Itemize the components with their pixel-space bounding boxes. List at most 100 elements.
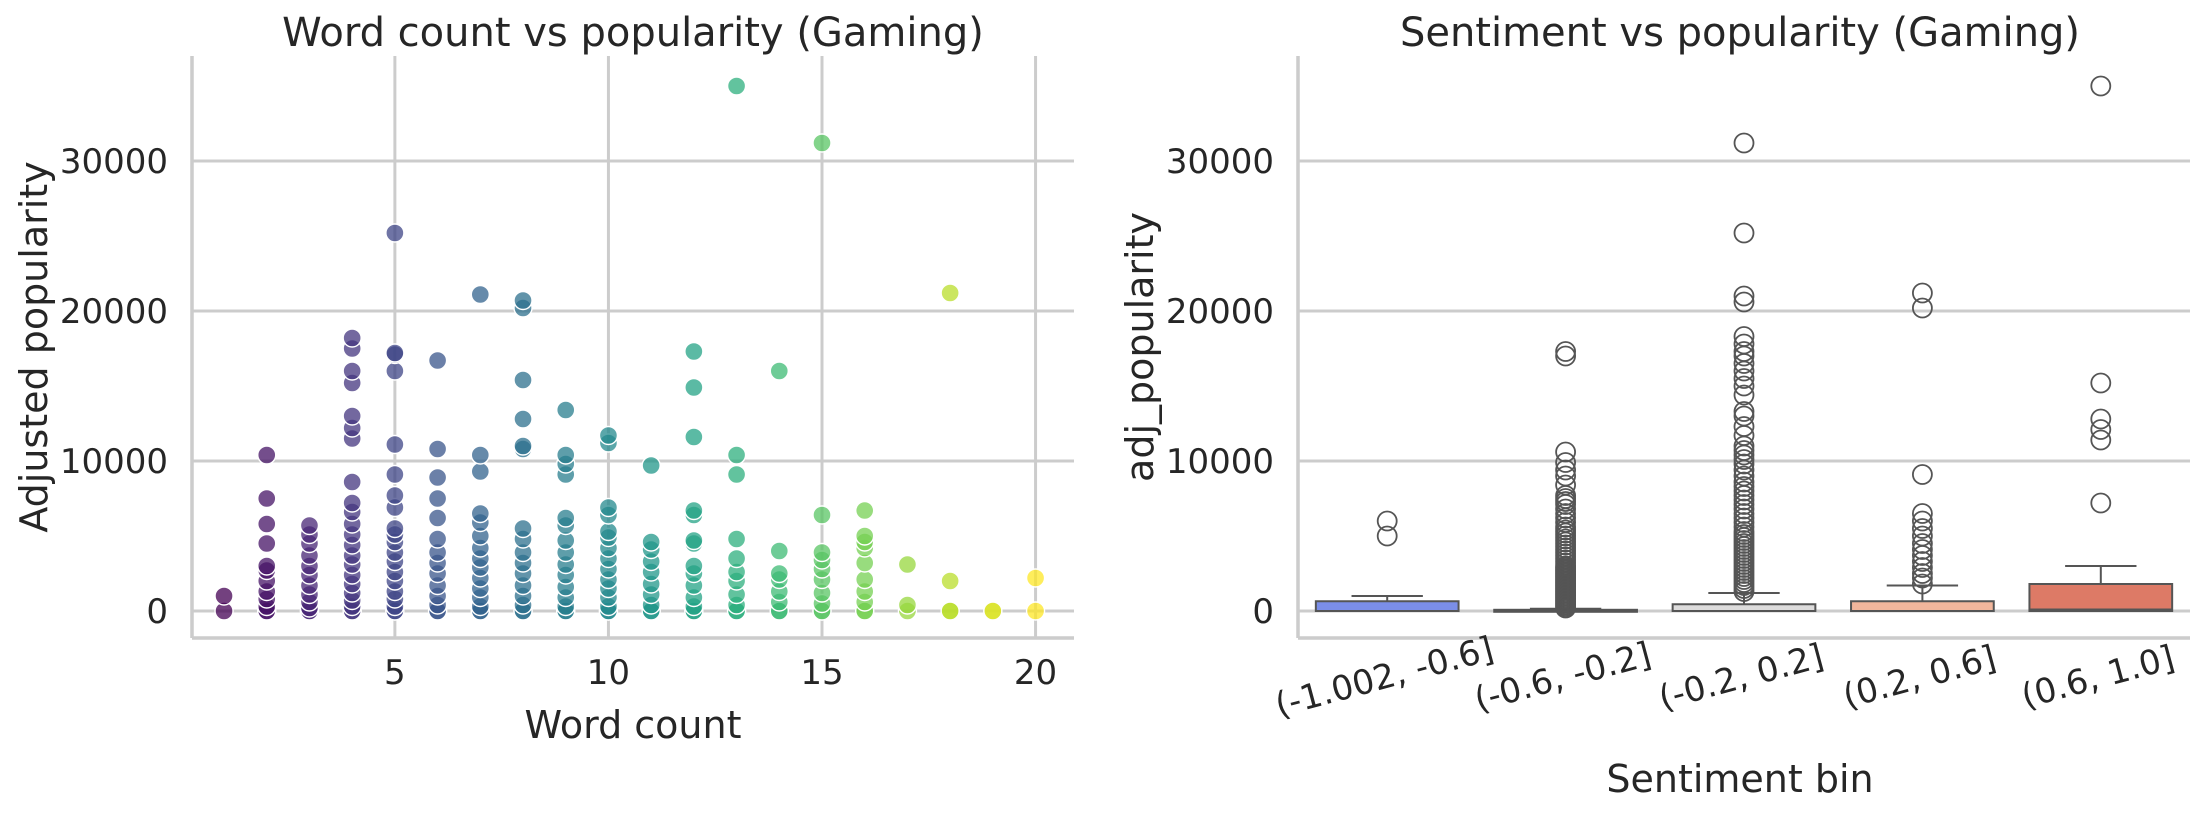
scatter-point (257, 533, 277, 554)
scatter-x-tick-label: 10 (587, 653, 630, 693)
box-outlier (1912, 573, 1933, 595)
box-outlier (1376, 510, 1398, 532)
box-outlier (1912, 510, 1933, 532)
boxplot-x-tick-label: (-0.6, -0.2] (1470, 635, 1655, 720)
scatter-point (385, 518, 405, 539)
scatter-x-tick-label: 15 (800, 653, 843, 693)
scatter-point (641, 455, 661, 476)
box-outlier (1555, 474, 1576, 496)
box-outlier (1733, 521, 1755, 542)
box-outlier (2090, 419, 2112, 440)
scatter-point (726, 76, 747, 96)
scatter-point (1025, 568, 1046, 588)
box-outlier (1912, 503, 1933, 524)
scatter-point (427, 467, 448, 488)
boxplot-y-label: adj_popularity (1118, 212, 1162, 482)
box-outlier (1733, 498, 1755, 520)
scatter-point (342, 328, 362, 348)
scatter-point (257, 445, 277, 465)
box-outlier (1912, 551, 1933, 572)
boxplot-panel: 0 10000 20000 30000 (-1.002, -0.6](-0.6, -0… (1118, 10, 2190, 801)
scatter-point (897, 554, 918, 575)
scatter-y-ticks: 0 10000 20000 30000 (60, 142, 168, 632)
scatter-point (684, 427, 704, 447)
box-outlier (1733, 516, 1755, 538)
scatter-point (513, 290, 533, 311)
box-outlier (1733, 480, 1755, 502)
box-outlier (1733, 384, 1755, 406)
boxplot-x-tick-label: (-0.2, 0.2] (1655, 636, 1828, 718)
box-outlier (1733, 401, 1755, 422)
box-outlier (2090, 492, 2112, 514)
box-outlier (1912, 297, 1933, 319)
box-group (2028, 75, 2174, 612)
scatter-point (385, 434, 405, 455)
scatter-point (726, 529, 747, 549)
scatter-point (641, 532, 661, 552)
box-group (1850, 282, 1995, 612)
boxplot-y-tick-label: 30000 (1166, 142, 1274, 182)
scatter-point (684, 556, 704, 576)
box-outlier (1733, 507, 1755, 529)
scatter-point (470, 445, 491, 465)
scatter-x-tick-label: 5 (384, 653, 406, 693)
scatter-point (513, 370, 533, 390)
scatter-point (769, 541, 789, 561)
scatter-point (427, 508, 448, 528)
scatter-point (769, 563, 789, 584)
box-body (1850, 600, 1995, 612)
box-outlier (1733, 512, 1755, 533)
box-outlier (1733, 489, 1755, 511)
boxplot-y-ticks: 0 10000 20000 30000 (1166, 142, 1274, 632)
boxplot-title: Sentiment vs popularity (Gaming) (1400, 10, 2080, 56)
box-outlier (1733, 222, 1755, 244)
scatter-title: Word count vs popularity (Gaming) (282, 10, 984, 56)
box-outlier (1555, 441, 1576, 463)
box-body (1671, 603, 1817, 612)
scatter-point (342, 493, 362, 513)
box-outlier (1912, 557, 1933, 578)
boxplot-boxes (1314, 75, 2174, 619)
scatter-point (726, 464, 747, 485)
box-outlier (1555, 341, 1576, 362)
scatter-point (812, 542, 832, 563)
scatter-point (812, 133, 832, 153)
scatter-point (726, 445, 747, 465)
box-outlier (1733, 341, 1755, 362)
scatter-point (342, 472, 362, 492)
box-outlier (1555, 498, 1576, 520)
box-outlier (1912, 533, 1933, 554)
scatter-y-tick-label: 0 (146, 592, 168, 632)
scatter-point (684, 530, 704, 551)
box-outlier (1733, 375, 1755, 397)
box-outlier (1733, 326, 1755, 347)
scatter-point (257, 488, 277, 509)
box-outlier (1912, 563, 1933, 584)
scatter-point (513, 518, 533, 539)
box-outlier (1733, 471, 1755, 493)
scatter-y-tick-label: 20000 (60, 292, 168, 332)
scatter-point (940, 571, 960, 591)
scatter-point (427, 350, 448, 371)
scatter-point (598, 425, 619, 446)
scatter-point (427, 488, 448, 509)
boxplot-x-tick-label: (0.6, 1.0] (2017, 638, 2178, 717)
scatter-point (385, 223, 405, 243)
box-group (1671, 132, 1817, 612)
scatter-point (940, 283, 960, 303)
box-outlier (1733, 416, 1755, 437)
scatter-point (385, 485, 405, 506)
box-outlier (2090, 408, 2112, 430)
box-outlier (2090, 372, 2112, 394)
box-outlier (1912, 539, 1933, 560)
scatter-point (257, 514, 277, 534)
scatter-x-tick-label: 20 (1014, 653, 1057, 693)
scatter-x-ticks: 5 10 15 20 (384, 653, 1057, 693)
scatter-y-tick-label: 10000 (60, 442, 168, 482)
box-outlier (1733, 440, 1755, 461)
scatter-point (855, 500, 875, 521)
box-outlier (2090, 429, 2112, 451)
box-outlier (2090, 75, 2112, 97)
scatter-point (812, 505, 832, 525)
